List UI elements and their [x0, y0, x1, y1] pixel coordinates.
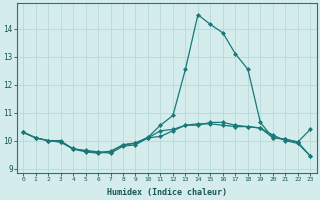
- X-axis label: Humidex (Indice chaleur): Humidex (Indice chaleur): [107, 188, 227, 197]
